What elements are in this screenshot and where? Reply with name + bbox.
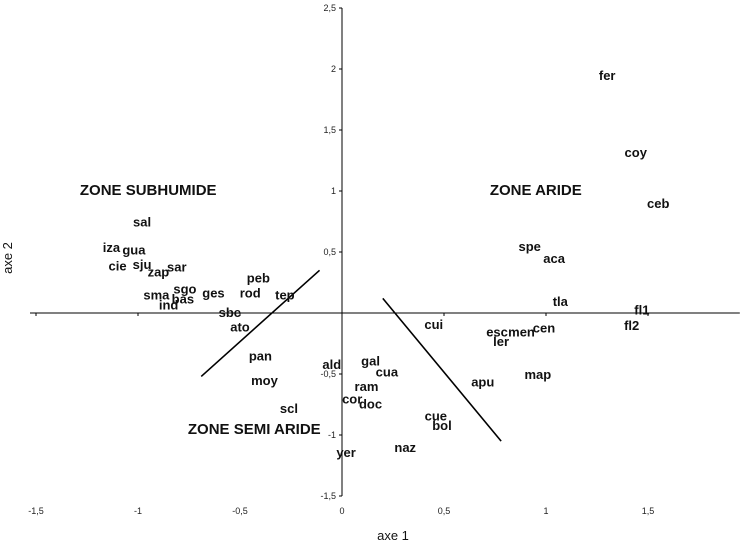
point-label-gua: gua xyxy=(122,243,146,258)
y-tick-label: 1 xyxy=(331,186,336,196)
point-label-sbe: sbe xyxy=(219,305,241,320)
zone-separator-line xyxy=(200,269,321,378)
point-label-scl: scl xyxy=(280,401,298,416)
point-label-ald: ald xyxy=(322,357,341,372)
point-label-fl2: fl2 xyxy=(624,318,639,333)
point-label-ceb: ceb xyxy=(647,196,669,211)
point-label-cen: cen xyxy=(533,321,555,336)
point-label-bol: bol xyxy=(432,418,452,433)
point-label-fer: fer xyxy=(599,68,616,83)
zone-separator-line xyxy=(382,297,502,442)
point-label-fl1: fl1 xyxy=(634,302,649,317)
point-label-pan: pan xyxy=(249,349,272,364)
point-label-ato: ato xyxy=(230,319,250,334)
point-label-peb: peb xyxy=(247,271,270,286)
zone-annotations: ZONE SUBHUMIDE ZONE ARIDE ZONE SEMI ARIDE xyxy=(80,182,582,438)
x-axis-title: axe 1 xyxy=(377,528,409,543)
point-label-tla: tla xyxy=(553,294,569,309)
y-tick-label: 0,5 xyxy=(323,247,336,257)
point-label-ges: ges xyxy=(202,285,224,300)
point-label-ram: ram xyxy=(355,379,379,394)
point-label-sal: sal xyxy=(133,215,151,230)
point-label-men: men xyxy=(508,324,535,339)
zone-annotation: ZONE SEMI ARIDE xyxy=(188,421,321,438)
y-tick-label: -1,5 xyxy=(320,491,336,501)
zone-annotation: ZONE SUBHUMIDE xyxy=(80,182,217,199)
point-label-naz: naz xyxy=(394,440,416,455)
point-label-esc: esc xyxy=(486,324,508,339)
zone-separators xyxy=(200,269,502,442)
point-label-sar: sar xyxy=(167,260,187,275)
point-label-bas: bas xyxy=(172,291,194,306)
x-tick-label: -1 xyxy=(134,506,142,516)
point-label-aca: aca xyxy=(543,251,565,266)
point-label-coy: coy xyxy=(625,145,648,160)
y-tick-label: -1 xyxy=(328,430,336,440)
point-label-sma: sma xyxy=(143,288,170,303)
point-label-doc: doc xyxy=(359,396,382,411)
x-tick-label: 0 xyxy=(339,506,344,516)
point-label-ind: ind xyxy=(159,297,179,312)
point-label-cor: cor xyxy=(342,391,362,406)
point-label-sgo: sgo xyxy=(173,282,196,297)
y-tick-label: 1,5 xyxy=(323,125,336,135)
point-label-rod: rod xyxy=(240,285,261,300)
x-tick-label: -0,5 xyxy=(232,506,248,516)
point-label-zap: zap xyxy=(148,265,170,280)
y-tick-label: 2 xyxy=(331,64,336,74)
point-label-yer: yer xyxy=(336,445,356,460)
point-label-cua: cua xyxy=(376,365,399,380)
point-label-spe: spe xyxy=(518,239,540,254)
point-label-moy: moy xyxy=(251,373,279,388)
point-label-cui: cui xyxy=(424,317,443,332)
point-label-gal: gal xyxy=(361,354,380,369)
point-label-cie: cie xyxy=(109,258,127,273)
point-label-iza: iza xyxy=(103,240,121,255)
point-label-apu: apu xyxy=(471,374,494,389)
x-tick-label: -1,5 xyxy=(28,506,44,516)
y-tick-label: 2,5 xyxy=(323,3,336,13)
point-label-sju: sju xyxy=(133,257,152,272)
x-tick-label: 1,5 xyxy=(642,506,655,516)
y-tick-label: -0,5 xyxy=(320,369,336,379)
zone-annotation: ZONE ARIDE xyxy=(490,182,582,199)
point-label-tep: tep xyxy=(275,288,295,303)
x-tick-label: 0,5 xyxy=(438,506,451,516)
y-axis-title: axe 2 xyxy=(0,242,15,274)
point-label-ler: ler xyxy=(493,334,509,349)
axes: -1,5 -1 -0,5 0 0,5 1 1,5 2,5 2 1,5 1 0,5 -0,5 -1 -1,5 xyxy=(28,3,740,516)
point-label-map: map xyxy=(524,367,551,382)
point-label-cue: cue xyxy=(425,408,447,423)
x-tick-label: 1 xyxy=(543,506,548,516)
